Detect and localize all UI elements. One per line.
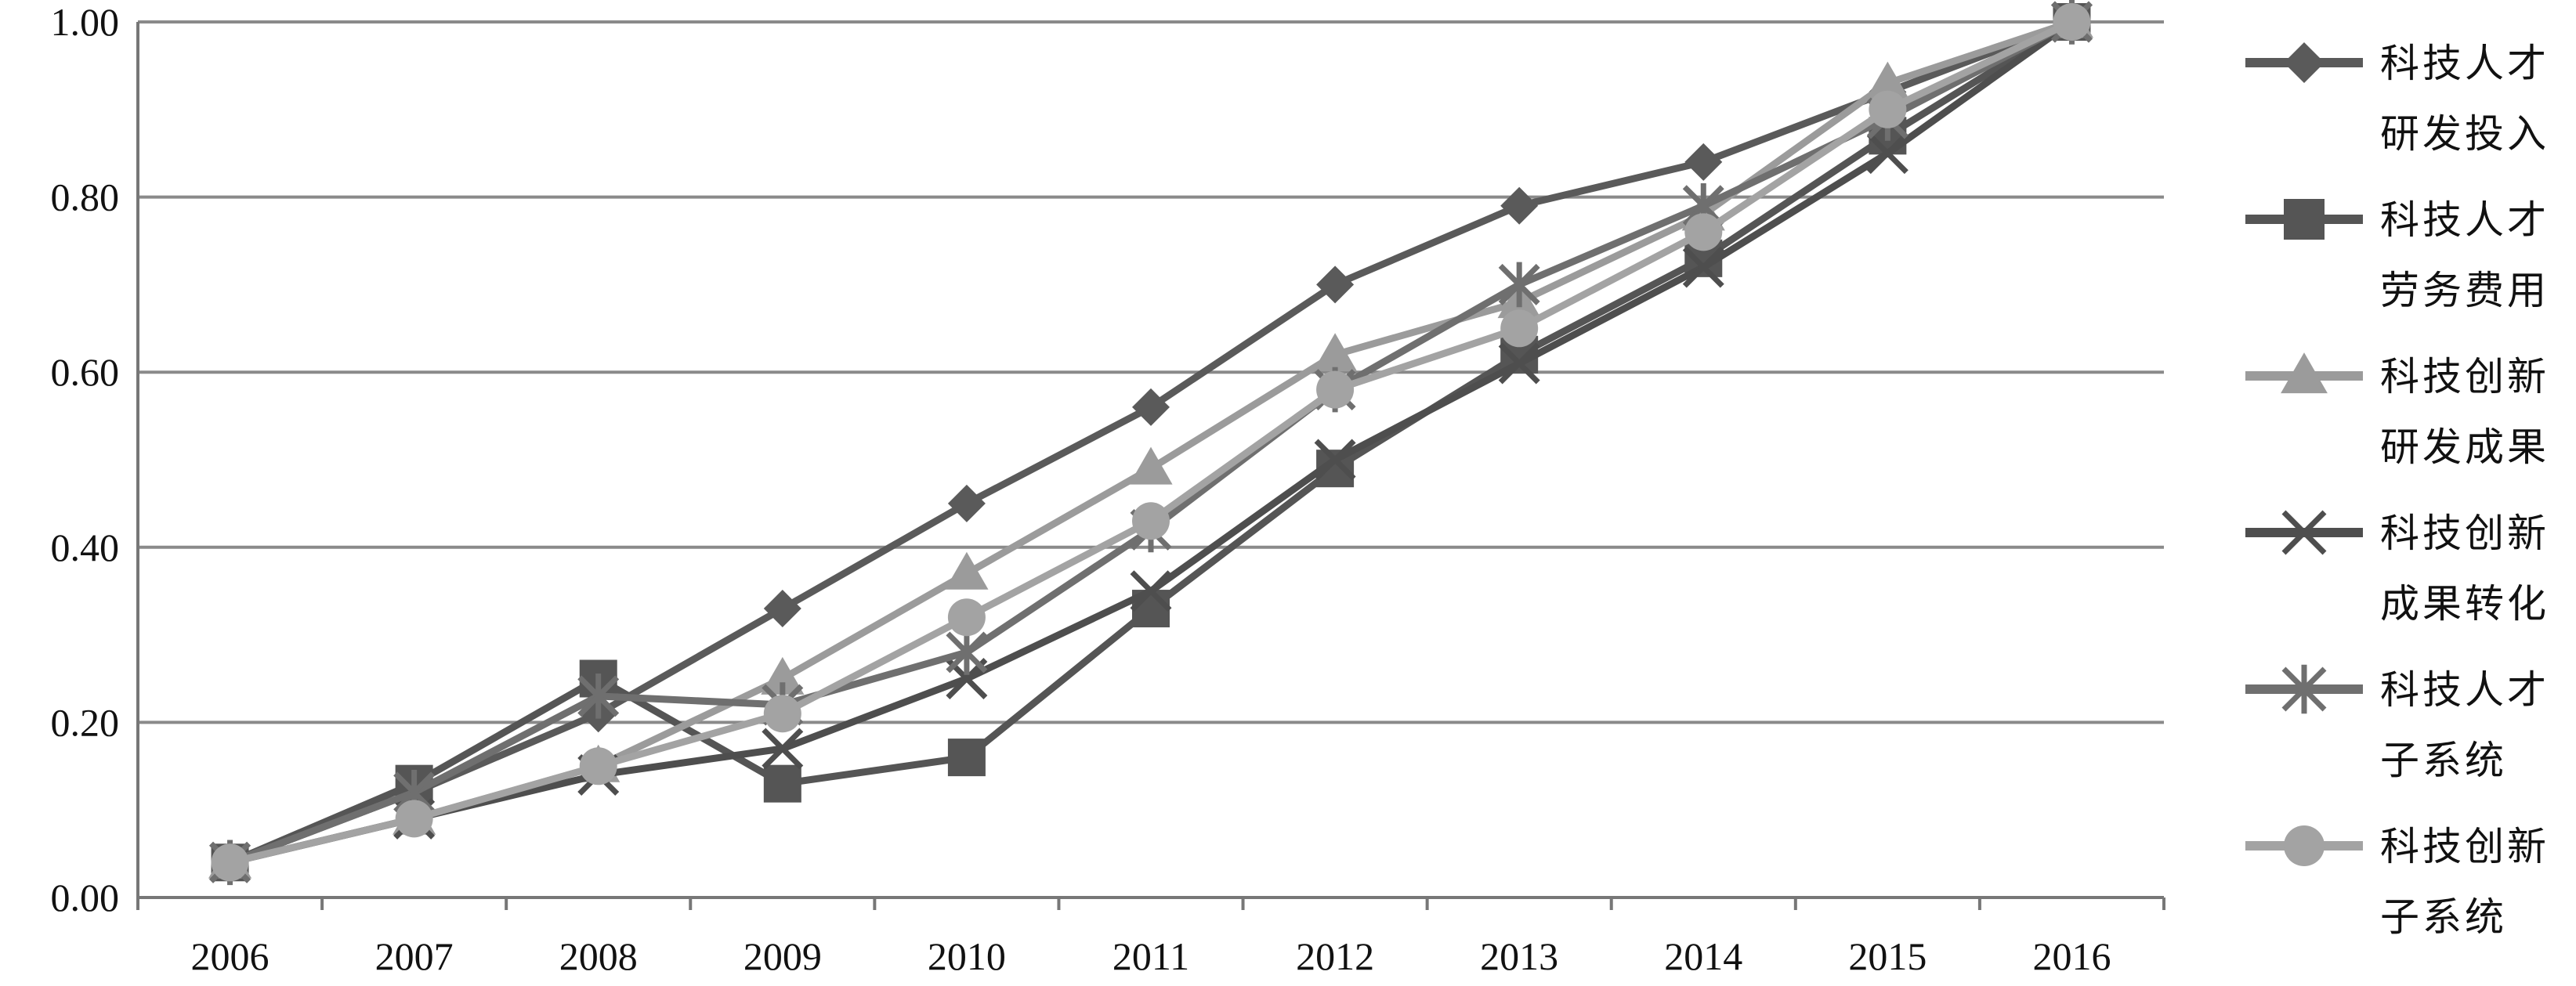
- x-tick-label: 2010: [928, 934, 1006, 978]
- series-6-point: [1684, 213, 1723, 251]
- series-3-point: [1313, 333, 1357, 371]
- series-3-point: [761, 656, 805, 695]
- series-6-point: [2053, 3, 2091, 41]
- y-tick-label: 0.00: [51, 876, 120, 919]
- series-1-point: [1316, 265, 1355, 304]
- series-3-point: [1865, 61, 1909, 99]
- legend-swatch-marker: [2281, 352, 2328, 394]
- legend-label: 科技创新: [2380, 824, 2549, 869]
- series-6: [211, 3, 2091, 882]
- series-3: [208, 0, 2094, 879]
- x-tick-label: 2007: [375, 934, 454, 978]
- legend-label: 研发成果: [2380, 424, 2549, 470]
- series-1-point: [1132, 388, 1170, 426]
- y-tick-label: 0.20: [51, 700, 120, 744]
- series-5-point: [1498, 262, 1540, 308]
- series-6-point: [395, 800, 433, 838]
- gridlines: [138, 20, 2164, 724]
- series-1-point: [763, 590, 801, 628]
- legend-label: 成果转化: [2380, 581, 2549, 627]
- legend-label: 劳务费用: [2380, 268, 2549, 313]
- series-6-point: [763, 695, 801, 733]
- legend-swatch-marker: [2281, 664, 2327, 714]
- series-1-point: [947, 484, 986, 522]
- series-5: [209, 0, 2093, 886]
- series-6-point: [947, 598, 986, 637]
- series-2-point: [763, 764, 801, 803]
- legend-label: 科技人才: [2380, 41, 2549, 86]
- series-4-point: [762, 728, 804, 770]
- legend-label: 科技人才: [2380, 197, 2549, 243]
- x-tick-label: 2015: [1848, 934, 1927, 978]
- series-4-point: [1314, 439, 1356, 481]
- series-6-point: [1316, 370, 1355, 409]
- x-tick-label: 2012: [1296, 934, 1374, 978]
- series-4-point: [1866, 132, 1908, 175]
- series-1-point: [1500, 186, 1539, 225]
- legend-swatch-marker: [2284, 199, 2325, 240]
- legend-label: 科技创新: [2380, 511, 2549, 556]
- x-tick-label: 2011: [1113, 934, 1189, 978]
- y-tick-label: 0.60: [51, 350, 120, 394]
- series-6-point: [1132, 502, 1170, 540]
- legend-label: 子系统: [2380, 894, 2507, 940]
- x-tick-label: 2013: [1480, 934, 1558, 978]
- legend: 科技人才研发投入科技人才劳务费用科技创新研发成果科技创新成果转化科技人才子系统科…: [2245, 41, 2549, 940]
- series-6-point: [579, 747, 617, 786]
- series-6-point: [1500, 309, 1539, 348]
- y-tick-label: 0.40: [51, 526, 120, 569]
- x-tick-label: 2016: [2032, 934, 2111, 978]
- legend-label: 研发投入: [2380, 111, 2549, 157]
- series-6-point: [211, 843, 249, 882]
- series-3-line: [229, 18, 2073, 866]
- series-4-point: [1498, 342, 1540, 385]
- legend-label: 子系统: [2380, 738, 2507, 783]
- series-4-point: [1130, 570, 1172, 612]
- x-tick-label: 2009: [743, 934, 822, 978]
- legend-swatch-marker: [2284, 825, 2325, 866]
- axes: 0.00 0.20 0.40 0.60 0.80 1.00 2006 2007 2008 2009…: [51, 0, 2165, 978]
- series-3-point: [945, 551, 989, 590]
- x-tick-label: 2008: [559, 934, 638, 978]
- y-tick-label: 1.00: [51, 0, 120, 44]
- y-tick-label: 0.80: [51, 175, 120, 219]
- legend-swatch-marker: [2284, 42, 2325, 83]
- series-4-point: [1682, 246, 1724, 288]
- legend-swatch-marker: [2281, 510, 2327, 555]
- series-1-point: [1684, 143, 1723, 181]
- x-tick-label: 2014: [1664, 934, 1742, 978]
- legend-label: 科技人才: [2380, 667, 2549, 713]
- series-3-point: [1129, 446, 1173, 485]
- series-5-point: [946, 630, 988, 675]
- series-5-point: [577, 674, 620, 719]
- x-tick-label: 2006: [191, 934, 270, 978]
- series-lines: [208, 0, 2094, 886]
- series-2-point: [947, 739, 986, 777]
- series-6-point: [1869, 90, 1907, 128]
- legend-label: 科技创新: [2380, 354, 2549, 399]
